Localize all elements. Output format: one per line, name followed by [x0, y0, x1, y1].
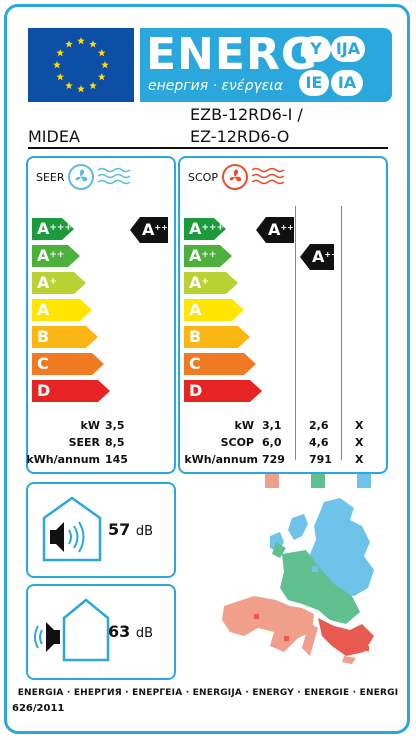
eu-star-icon	[56, 49, 65, 57]
eu-star-icon	[97, 49, 106, 57]
eu-star-icon	[56, 73, 65, 81]
seer-kwh-value: 145	[105, 453, 128, 466]
scop-bar-6: D	[184, 380, 262, 402]
scop-warm-class-text: A+++	[268, 220, 301, 239]
europe-climate-map	[222, 498, 374, 664]
scop-label: SCOP	[188, 171, 218, 184]
eu-star-icon	[53, 61, 61, 69]
seer-bar-2: A+	[32, 272, 86, 294]
scop-kwh-warm: 729	[262, 453, 285, 466]
scop-bar-label: A+++	[189, 219, 225, 238]
scop-bar-3: A	[184, 299, 244, 321]
model-names: EZB-12RD6-I / EZ-12RD6-O	[190, 104, 303, 148]
seer-bar-label: A+	[37, 273, 57, 292]
outdoor-noise-unit: dB	[135, 626, 154, 641]
eu-star-icon	[77, 85, 85, 93]
scop-column-divider-1	[295, 206, 296, 460]
regulation-number: 626/2011	[12, 703, 65, 714]
zone-cold-swatch	[357, 474, 371, 488]
eu-star-icon	[65, 40, 73, 48]
fan-heating-icon	[222, 164, 285, 190]
scop-bar-0: A+++	[184, 218, 226, 240]
scop-bar-4: B	[184, 326, 250, 348]
seer-bar-3: A	[32, 299, 92, 321]
energy-word: ENERG	[146, 29, 318, 80]
indoor-noise-readout: 57 dB	[108, 520, 153, 539]
scop-kwh-cold: X	[355, 453, 364, 466]
seer-label: SEER	[36, 171, 65, 184]
scop-average-class-text: A++	[312, 247, 338, 266]
header-divider	[28, 147, 388, 149]
scop-panel	[178, 156, 388, 474]
outdoor-noise-value: 63	[108, 622, 131, 641]
eu-stars-icon	[53, 37, 109, 93]
model-indoor: EZB-12RD6-I /	[190, 105, 303, 124]
eu-star-icon	[77, 37, 85, 45]
seer-bar-label: D	[37, 381, 51, 400]
model-outdoor: EZ-12RD6-O	[190, 127, 290, 146]
seer-bar-label: A++	[37, 246, 65, 265]
zone-average-swatch	[311, 474, 325, 488]
seer-bar-label: A+++	[37, 219, 73, 238]
scop-scop-warm: 6,0	[262, 436, 282, 449]
eu-flag	[28, 28, 134, 102]
scop-column-divider-2	[341, 206, 342, 460]
indoor-noise-unit: dB	[135, 524, 154, 539]
seer-bar-0: A+++	[32, 218, 74, 240]
indoor-noise-house-icon	[42, 496, 102, 562]
label-frame	[4, 4, 410, 734]
seer-kwh-label: kWh/annum	[26, 453, 100, 466]
scop-kwh-label: kWh/annum	[184, 453, 258, 466]
seer-bar-5: C	[32, 353, 104, 375]
scop-bar-label: A++	[189, 246, 217, 265]
eu-star-icon	[89, 81, 97, 90]
indoor-noise-value: 57	[108, 520, 131, 539]
seer-bar-4: B	[32, 326, 98, 348]
scop-kw-cold: X	[355, 419, 364, 432]
scop-bar-label: D	[189, 381, 203, 400]
outdoor-noise-house-icon	[34, 598, 110, 662]
scop-bar-label: A+	[189, 273, 209, 292]
seer-bar-label: C	[37, 354, 49, 373]
scop-bar-label: A	[189, 300, 202, 319]
seer-bar-6: D	[32, 380, 110, 402]
scop-bar-2: A+	[184, 272, 238, 294]
brand-name: MIDEA	[28, 127, 80, 146]
scop-bar-label: B	[189, 327, 202, 346]
scop-bar-5: C	[184, 353, 256, 375]
eu-star-icon	[97, 73, 106, 81]
scop-kw-label: kW	[234, 419, 254, 432]
scop-bar-1: A++	[184, 245, 232, 267]
outdoor-noise-readout: 63 dB	[108, 622, 153, 641]
seer-seer-label: SEER	[68, 436, 100, 449]
seer-bar-label: A	[37, 300, 50, 319]
lang-badge-y: Y	[301, 36, 331, 62]
scop-kw-average: 2,6	[309, 419, 329, 432]
fan-cooling-icon	[68, 164, 131, 190]
footer-languages: ENERGIA · ЕНЕРГИЯ · ΕΝΕΡΓΕΙΑ · ENERGIJA …	[17, 688, 399, 698]
eu-star-icon	[89, 40, 97, 48]
scop-kw-warm: 3,1	[262, 419, 282, 432]
seer-class-text: A+++	[142, 220, 175, 239]
scop-scop-cold: X	[355, 436, 364, 449]
seer-bar-label: B	[37, 327, 50, 346]
energy-subtitle: енергия · ενέργεια	[148, 78, 284, 94]
zone-warm-swatch	[265, 474, 279, 488]
lang-badge-ie: IE	[299, 70, 329, 96]
seer-kw-label: kW	[80, 419, 100, 432]
indoor-noise-panel	[26, 482, 176, 578]
scop-kwh-average: 791	[309, 453, 332, 466]
eu-star-icon	[101, 61, 109, 69]
seer-bar-1: A++	[32, 245, 80, 267]
eu-star-icon	[65, 81, 73, 90]
lang-badge-ia: IA	[331, 70, 363, 96]
seer-seer-value: 8,5	[105, 436, 125, 449]
outdoor-noise-panel	[26, 584, 176, 680]
scop-scop-label: SCOP	[220, 436, 254, 449]
scop-scop-average: 4,6	[309, 436, 329, 449]
seer-panel	[26, 156, 176, 474]
lang-badge-ija: IJA	[331, 36, 365, 62]
seer-kw-value: 3,5	[105, 419, 125, 432]
scop-bar-label: C	[189, 354, 201, 373]
